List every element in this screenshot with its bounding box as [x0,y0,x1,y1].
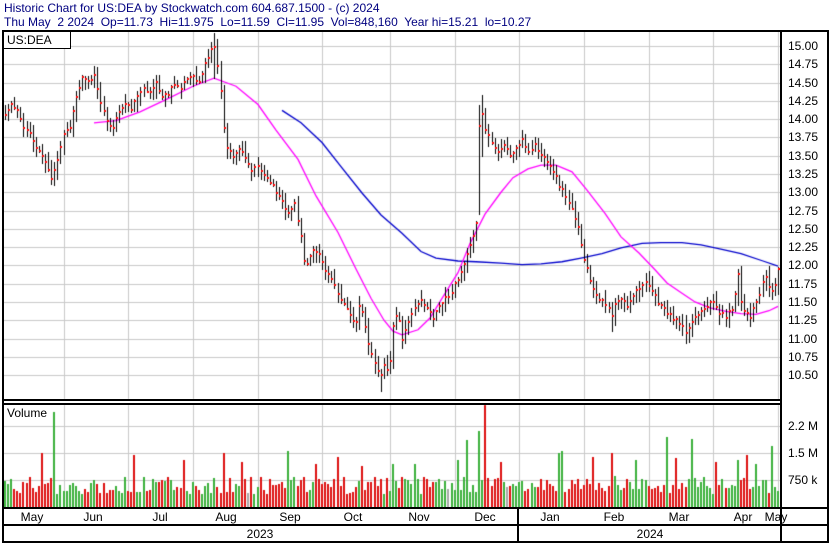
symbol-label: US:DEA [7,33,52,47]
price-tick-label: 13.00 [788,185,819,199]
price-tick-label: 14.75 [788,57,819,71]
month-label: Sep [279,510,301,524]
price-tick-label: 14.25 [788,94,819,108]
volume-pane-label: Volume [7,406,48,420]
volume-tick-label: 750 k [788,473,818,487]
year-label: 2024 [636,527,664,541]
frame-right-border [827,30,829,543]
month-label: Jan [540,510,560,524]
year-divider-border [517,507,519,543]
price-tick-label: 12.00 [788,258,819,272]
frame-left-border [2,30,4,543]
month-label: Apr [733,510,753,524]
month-label: Mar [668,510,690,524]
price-tick-label: 12.25 [788,240,819,254]
year-label: 2023 [246,527,274,541]
price-tick-label: 15.00 [788,39,819,53]
month-label: Nov [408,510,430,524]
pane-separator-bottom [2,403,782,405]
month-label: Aug [215,510,237,524]
price-tick-label: 11.75 [788,277,818,291]
frame-bottom-border [2,541,829,543]
frame-top-border [2,30,829,32]
price-tick-label: 14.50 [788,76,819,90]
month-label: Dec [474,510,496,524]
price-tick-label: 13.25 [788,167,819,181]
header-quote-line: Thu May 2 2024 Op=11.73 Hi=11.975 Lo=11.… [4,15,532,29]
price-volume-chart [4,32,780,507]
month-label: Jul [152,510,168,524]
header-title: Historic Chart for US:DEA by Stockwatch.… [4,1,380,15]
month-label: May [764,510,788,524]
price-tick-label: 11.00 [788,332,818,346]
pane-separator-top [2,399,782,401]
price-tick-label: 10.75 [788,350,819,364]
month-label: May [20,510,44,524]
volume-tick-label: 1.5 M [788,446,819,460]
pane-separator-gap [4,401,780,403]
month-year-separator [2,524,829,526]
month-label: Oct [343,510,363,524]
price-tick-label: 13.50 [788,149,819,163]
price-tick-label: 14.00 [788,112,819,126]
volume-tick-label: 2.2 M [788,419,819,433]
month-row-top-border [2,507,829,509]
axis-column-border [780,30,782,543]
month-label: Jun [83,510,103,524]
price-tick-label: 10.50 [788,368,819,382]
symbol-box: US:DEA [4,32,71,49]
price-tick-label: 13.75 [788,130,819,144]
price-tick-label: 12.50 [788,222,819,236]
price-tick-label: 11.50 [788,295,818,309]
price-tick-label: 11.25 [788,313,818,327]
price-tick-label: 12.75 [788,204,819,218]
month-label: Feb [603,510,625,524]
